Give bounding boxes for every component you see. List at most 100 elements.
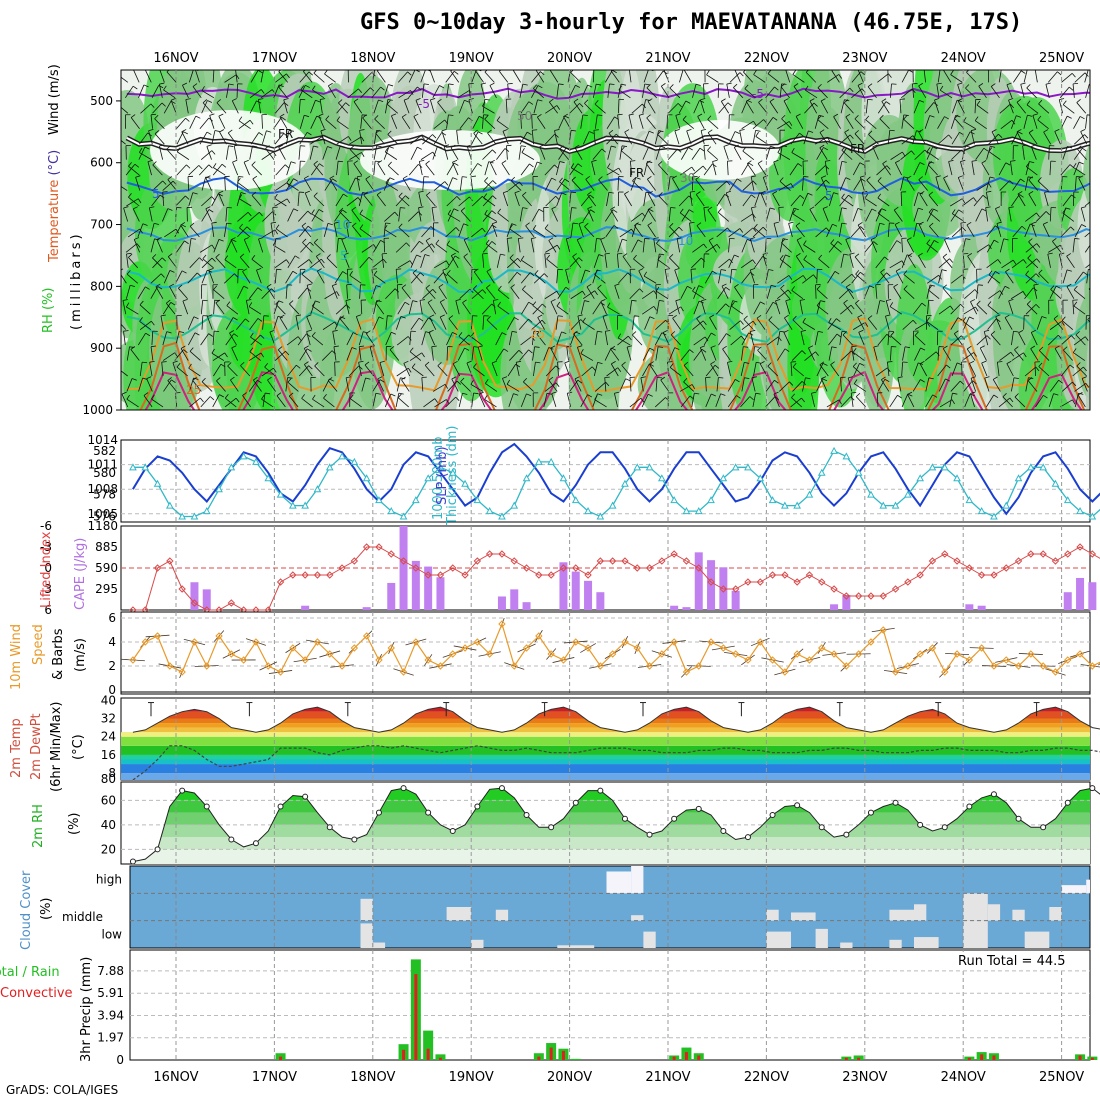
wind-barb-flag: [851, 273, 856, 279]
wind-barb: [419, 300, 423, 315]
wind-barb-flag: [962, 317, 967, 322]
wind-barb-flag: [734, 254, 740, 258]
wind-barb-flag: [594, 290, 598, 296]
wind-barb: [942, 348, 951, 361]
wind-barb-flag: [146, 376, 152, 380]
lifted-index-marker: [805, 571, 814, 579]
wind-barb-flag: [1054, 128, 1060, 132]
wind-barb: [266, 286, 275, 299]
wind-barb-flag: [375, 392, 381, 395]
wind-barb: [250, 132, 260, 145]
wind-barb: [1034, 361, 1036, 377]
wind-barb-flag: [877, 208, 882, 214]
wind-barb-flag: [208, 209, 214, 213]
thickness-marker: [547, 457, 555, 465]
wind-barb: [1060, 226, 1071, 238]
wind-barb: [838, 207, 843, 222]
wind-barb: [568, 85, 576, 98]
wind-barb-flag: [533, 84, 537, 89]
wind-barb: [875, 284, 878, 299]
wind-barb-flag: [150, 113, 157, 116]
wind-barb-flag: [841, 222, 847, 225]
wind-barb-flag: [906, 175, 912, 180]
rh-shade-cell: [1089, 179, 1090, 195]
thickness-marker: [571, 496, 580, 504]
wind-barb: [826, 399, 840, 408]
wind-barb: [424, 365, 435, 377]
wind-barb: [298, 99, 301, 114]
wind-barb: [876, 272, 887, 284]
wind-barb-flag: [145, 332, 151, 337]
wind-barb-flag: [159, 82, 165, 85]
wind-barb: [243, 162, 250, 176]
wind-barb-flag: [897, 376, 903, 379]
wind-barb-flag: [865, 115, 870, 120]
wind-barb: [987, 305, 999, 315]
wind-barb-flag: [926, 322, 931, 327]
wind-speed-marker: [781, 668, 789, 676]
wind-barb: [181, 131, 189, 145]
wind-barb: [1018, 332, 1026, 346]
wind-barb: [1061, 320, 1074, 330]
wind-barb: [261, 130, 267, 145]
wind-barb-flag: [450, 144, 456, 148]
wind-barb-flag: [304, 361, 309, 365]
wind-barb: [679, 212, 692, 222]
wind-barb-flag: [932, 394, 938, 398]
wind-barb: [243, 239, 251, 253]
wind-barb-flag: [957, 82, 963, 85]
wind-barb-flag: [1019, 194, 1024, 198]
wind-barb: [163, 100, 172, 114]
wind-barb: [705, 364, 716, 377]
wind-barb: [410, 254, 417, 268]
wind-barb-flag: [503, 348, 509, 352]
rh-marker: [425, 809, 432, 816]
wind-barb: [546, 258, 558, 269]
wind-barb: [216, 102, 227, 114]
wind-barb-flag: [529, 163, 534, 168]
wind-barb-flag: [491, 210, 496, 215]
wind-barb-flag: [1085, 383, 1090, 388]
wind-barb-flag: [1033, 287, 1038, 292]
wind-barb: [962, 352, 974, 361]
wind-barb-flag: [501, 160, 507, 164]
wind-barb-flag: [830, 361, 835, 365]
wind-barb: [260, 89, 273, 99]
wind-barb: [364, 364, 374, 377]
wind-barb-flag: [311, 331, 316, 337]
wind-barb: [777, 275, 790, 284]
wind-barb-flag: [154, 114, 159, 120]
wind-barb: [299, 132, 308, 145]
wind-barb: [189, 351, 201, 361]
wind-barb: [629, 397, 642, 408]
wind-barb: [950, 74, 963, 83]
wind-barb: [135, 177, 141, 191]
wind-barb: [520, 114, 522, 129]
wind-speed-marker: [350, 644, 359, 652]
wind-barb-flag: [357, 175, 363, 178]
lifted-index-marker: [326, 571, 334, 579]
wind-barb: [634, 225, 643, 238]
wind-barb: [816, 179, 827, 191]
wind-barb: [1006, 84, 1013, 98]
cape-bar: [830, 604, 839, 610]
wind-barb-flag: [770, 145, 776, 149]
wind-barb-flag: [525, 222, 530, 227]
wind-barb-flag: [1032, 113, 1038, 116]
rh-marker: [129, 858, 136, 865]
wind-barb-flag: [309, 241, 314, 246]
wind-barb-flag: [1004, 314, 1010, 318]
wind-barb-flag: [960, 303, 965, 309]
wind-barb: [756, 317, 766, 330]
wind-barb: [166, 71, 177, 83]
wind-barb-flag: [584, 300, 590, 303]
wind-barb: [533, 88, 545, 99]
wind-barb-flag: [279, 314, 285, 318]
wind-barb: [781, 242, 792, 253]
wind-barb: [520, 336, 532, 346]
rh-marker: [769, 812, 776, 819]
wind-barb: [950, 198, 963, 207]
wind-barb: [630, 212, 643, 222]
wind-barb: [373, 145, 378, 160]
wind-barb: [573, 101, 583, 114]
